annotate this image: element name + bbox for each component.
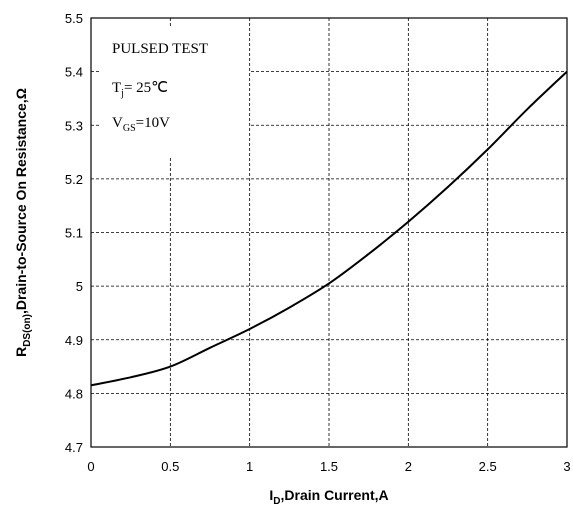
ylabel-rest: ,Drain-to-Source On Resistance,Ω bbox=[13, 88, 29, 314]
annotation-pulsed-test: PULSED TEST bbox=[112, 41, 208, 57]
tj-main: T bbox=[112, 80, 121, 96]
y-tick-label: 5.5 bbox=[65, 11, 83, 26]
y-tick-label: 5 bbox=[76, 279, 83, 294]
ylabel-sub: DS(on) bbox=[22, 314, 33, 347]
x-tick-label: 2.5 bbox=[479, 459, 497, 474]
annotation-gate-voltage: VGS=10V bbox=[112, 115, 170, 134]
x-tick-label: 1.5 bbox=[320, 459, 338, 474]
ylabel-main: R bbox=[13, 347, 29, 357]
x-tick-labels: 0 0.5 1 1.5 2 2.5 3 bbox=[87, 459, 570, 474]
tj-sub: j bbox=[120, 88, 124, 99]
plot-frame bbox=[90, 17, 568, 448]
series-line bbox=[90, 70, 568, 387]
y-tick-label: 4.7 bbox=[65, 440, 83, 455]
y-tick-label: 4.8 bbox=[65, 386, 83, 401]
xlabel-main: I bbox=[269, 487, 273, 503]
y-tick-label: 4.9 bbox=[65, 333, 83, 348]
y-tick-labels: 4.7 4.8 4.9 5 5.1 5.2 5.3 5.4 5.5 bbox=[65, 11, 83, 455]
y-tick-label: 5.3 bbox=[65, 118, 83, 133]
grid-lines bbox=[91, 18, 567, 447]
vgs-main: V bbox=[112, 115, 123, 131]
x-tick-label: 0.5 bbox=[161, 459, 179, 474]
vgs-rest: =10V bbox=[136, 115, 170, 131]
x-tick-label: 2 bbox=[405, 459, 412, 474]
y-axis-label: RDS(on),Drain-to-Source On Resistance,Ω bbox=[13, 88, 33, 357]
y-tick-label: 5.1 bbox=[65, 226, 83, 241]
x-tick-label: 1 bbox=[246, 459, 253, 474]
vgs-sub: GS bbox=[123, 123, 136, 134]
annotation-junction-temp: Tj= 25℃ bbox=[112, 80, 168, 99]
x-tick-label: 3 bbox=[563, 459, 570, 474]
x-axis-label: ID,Drain Current,A bbox=[269, 487, 388, 507]
xlabel-sub: D bbox=[273, 496, 280, 507]
tj-rest: = 25℃ bbox=[124, 80, 168, 96]
y-tick-label: 5.4 bbox=[65, 65, 83, 80]
y-tick-label: 5.2 bbox=[65, 172, 83, 187]
xlabel-rest: ,Drain Current,A bbox=[281, 487, 389, 503]
x-tick-label: 0 bbox=[87, 459, 94, 474]
annotation-background bbox=[99, 28, 249, 156]
